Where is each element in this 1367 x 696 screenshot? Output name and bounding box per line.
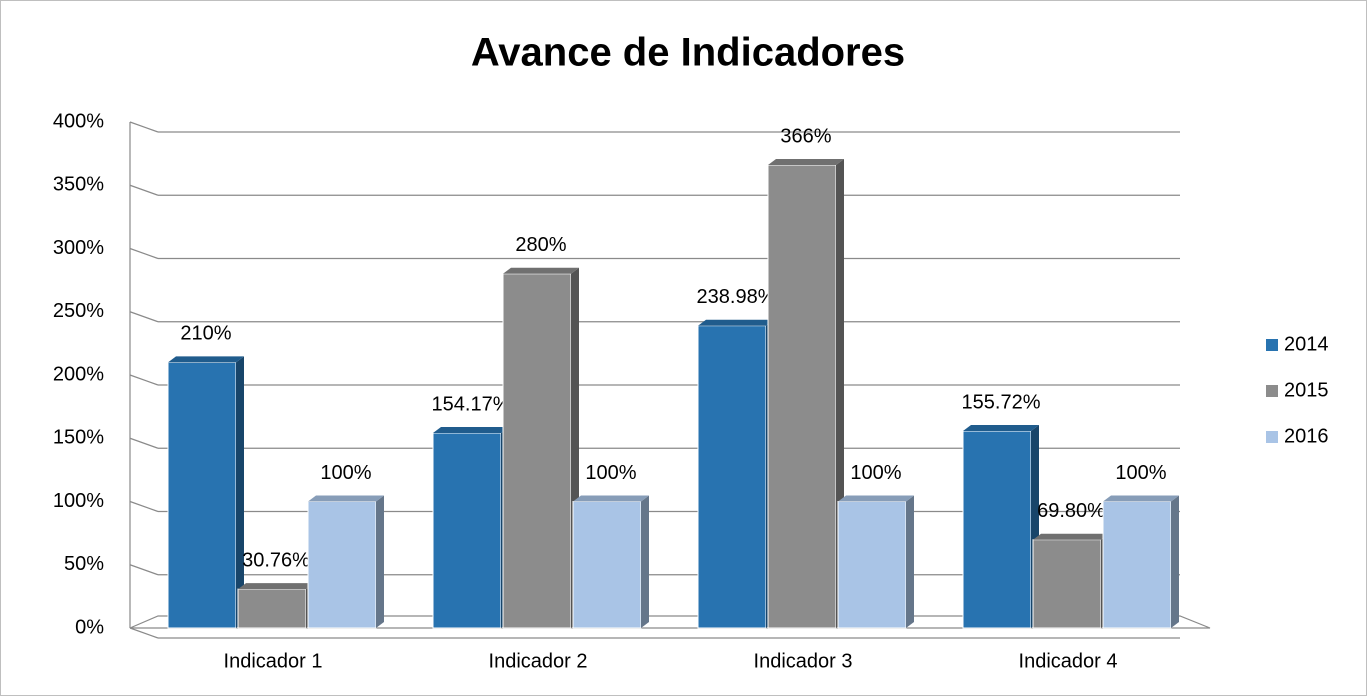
- bar: [1102, 501, 1172, 629]
- grid-line: [129, 184, 159, 196]
- y-tick-label: 0%: [75, 616, 104, 638]
- bar-side: [1171, 495, 1179, 628]
- bar-top: [1033, 533, 1109, 540]
- bar: [237, 588, 307, 629]
- legend-swatch: [1266, 385, 1278, 397]
- bar: [167, 361, 237, 629]
- x-tick-label: Indicador 1: [224, 650, 323, 672]
- x-tick-label: Indicador 4: [1019, 650, 1118, 672]
- grid-line: [129, 121, 159, 133]
- grid-line: [129, 627, 159, 639]
- bar-top: [503, 267, 579, 274]
- x-tick-label: Indicador 3: [754, 650, 853, 672]
- value-label: 366%: [780, 125, 831, 147]
- value-label: 210%: [180, 323, 231, 345]
- value-label: 100%: [1115, 462, 1166, 484]
- bar-top: [308, 495, 384, 502]
- bar-side: [906, 495, 914, 628]
- value-label: 100%: [850, 462, 901, 484]
- bar-top: [433, 426, 509, 433]
- y-tick-label: 200%: [53, 363, 104, 385]
- grid-line: [129, 500, 159, 513]
- y-tick-label: 150%: [53, 427, 104, 449]
- legend-swatch: [1266, 431, 1278, 443]
- value-label: 100%: [320, 462, 371, 484]
- value-label: 280%: [515, 234, 566, 256]
- value-label: 238.98%: [697, 286, 776, 308]
- y-tick-label: 50%: [64, 553, 104, 575]
- bar: [502, 273, 572, 629]
- value-label: 30.76%: [242, 549, 310, 571]
- bar: [572, 501, 642, 629]
- grid-line: [129, 437, 159, 449]
- bar: [1032, 539, 1102, 629]
- value-label: 154.17%: [432, 393, 511, 415]
- bar-top: [1103, 495, 1179, 502]
- grid-line: [129, 311, 159, 323]
- legend-label: 2014: [1284, 333, 1329, 355]
- x-tick-label: Indicador 2: [489, 650, 588, 672]
- bar-side: [641, 495, 649, 628]
- grid-line: [129, 564, 159, 576]
- bar-side: [376, 495, 384, 628]
- bar: [697, 325, 767, 629]
- y-tick-label: 100%: [53, 490, 104, 512]
- value-label: 100%: [585, 462, 636, 484]
- value-label: 69.80%: [1037, 500, 1105, 522]
- bar-top: [963, 425, 1039, 432]
- legend-label: 2016: [1284, 425, 1329, 447]
- grid-line: [129, 247, 159, 260]
- y-tick-label: 250%: [53, 300, 104, 322]
- bar: [767, 164, 837, 629]
- bar-top: [838, 495, 914, 502]
- bar-top: [168, 356, 244, 363]
- bar-side: [236, 356, 244, 628]
- chart-title: Avance de Indicadores: [471, 31, 905, 75]
- y-tick-label: 300%: [53, 237, 104, 259]
- bar: [432, 432, 502, 629]
- bar: [837, 501, 907, 629]
- y-tick-label: 400%: [53, 110, 104, 132]
- grid-line: [129, 374, 159, 386]
- value-label: 155.72%: [962, 391, 1041, 413]
- bar-top: [698, 319, 774, 326]
- bar-top: [238, 583, 314, 590]
- bar-top: [573, 495, 649, 502]
- bar: [307, 501, 377, 629]
- bar: [962, 430, 1032, 629]
- legend-label: 2015: [1284, 379, 1329, 401]
- y-tick-label: 350%: [53, 174, 104, 196]
- legend-swatch: [1266, 339, 1278, 351]
- bar-top: [768, 159, 844, 166]
